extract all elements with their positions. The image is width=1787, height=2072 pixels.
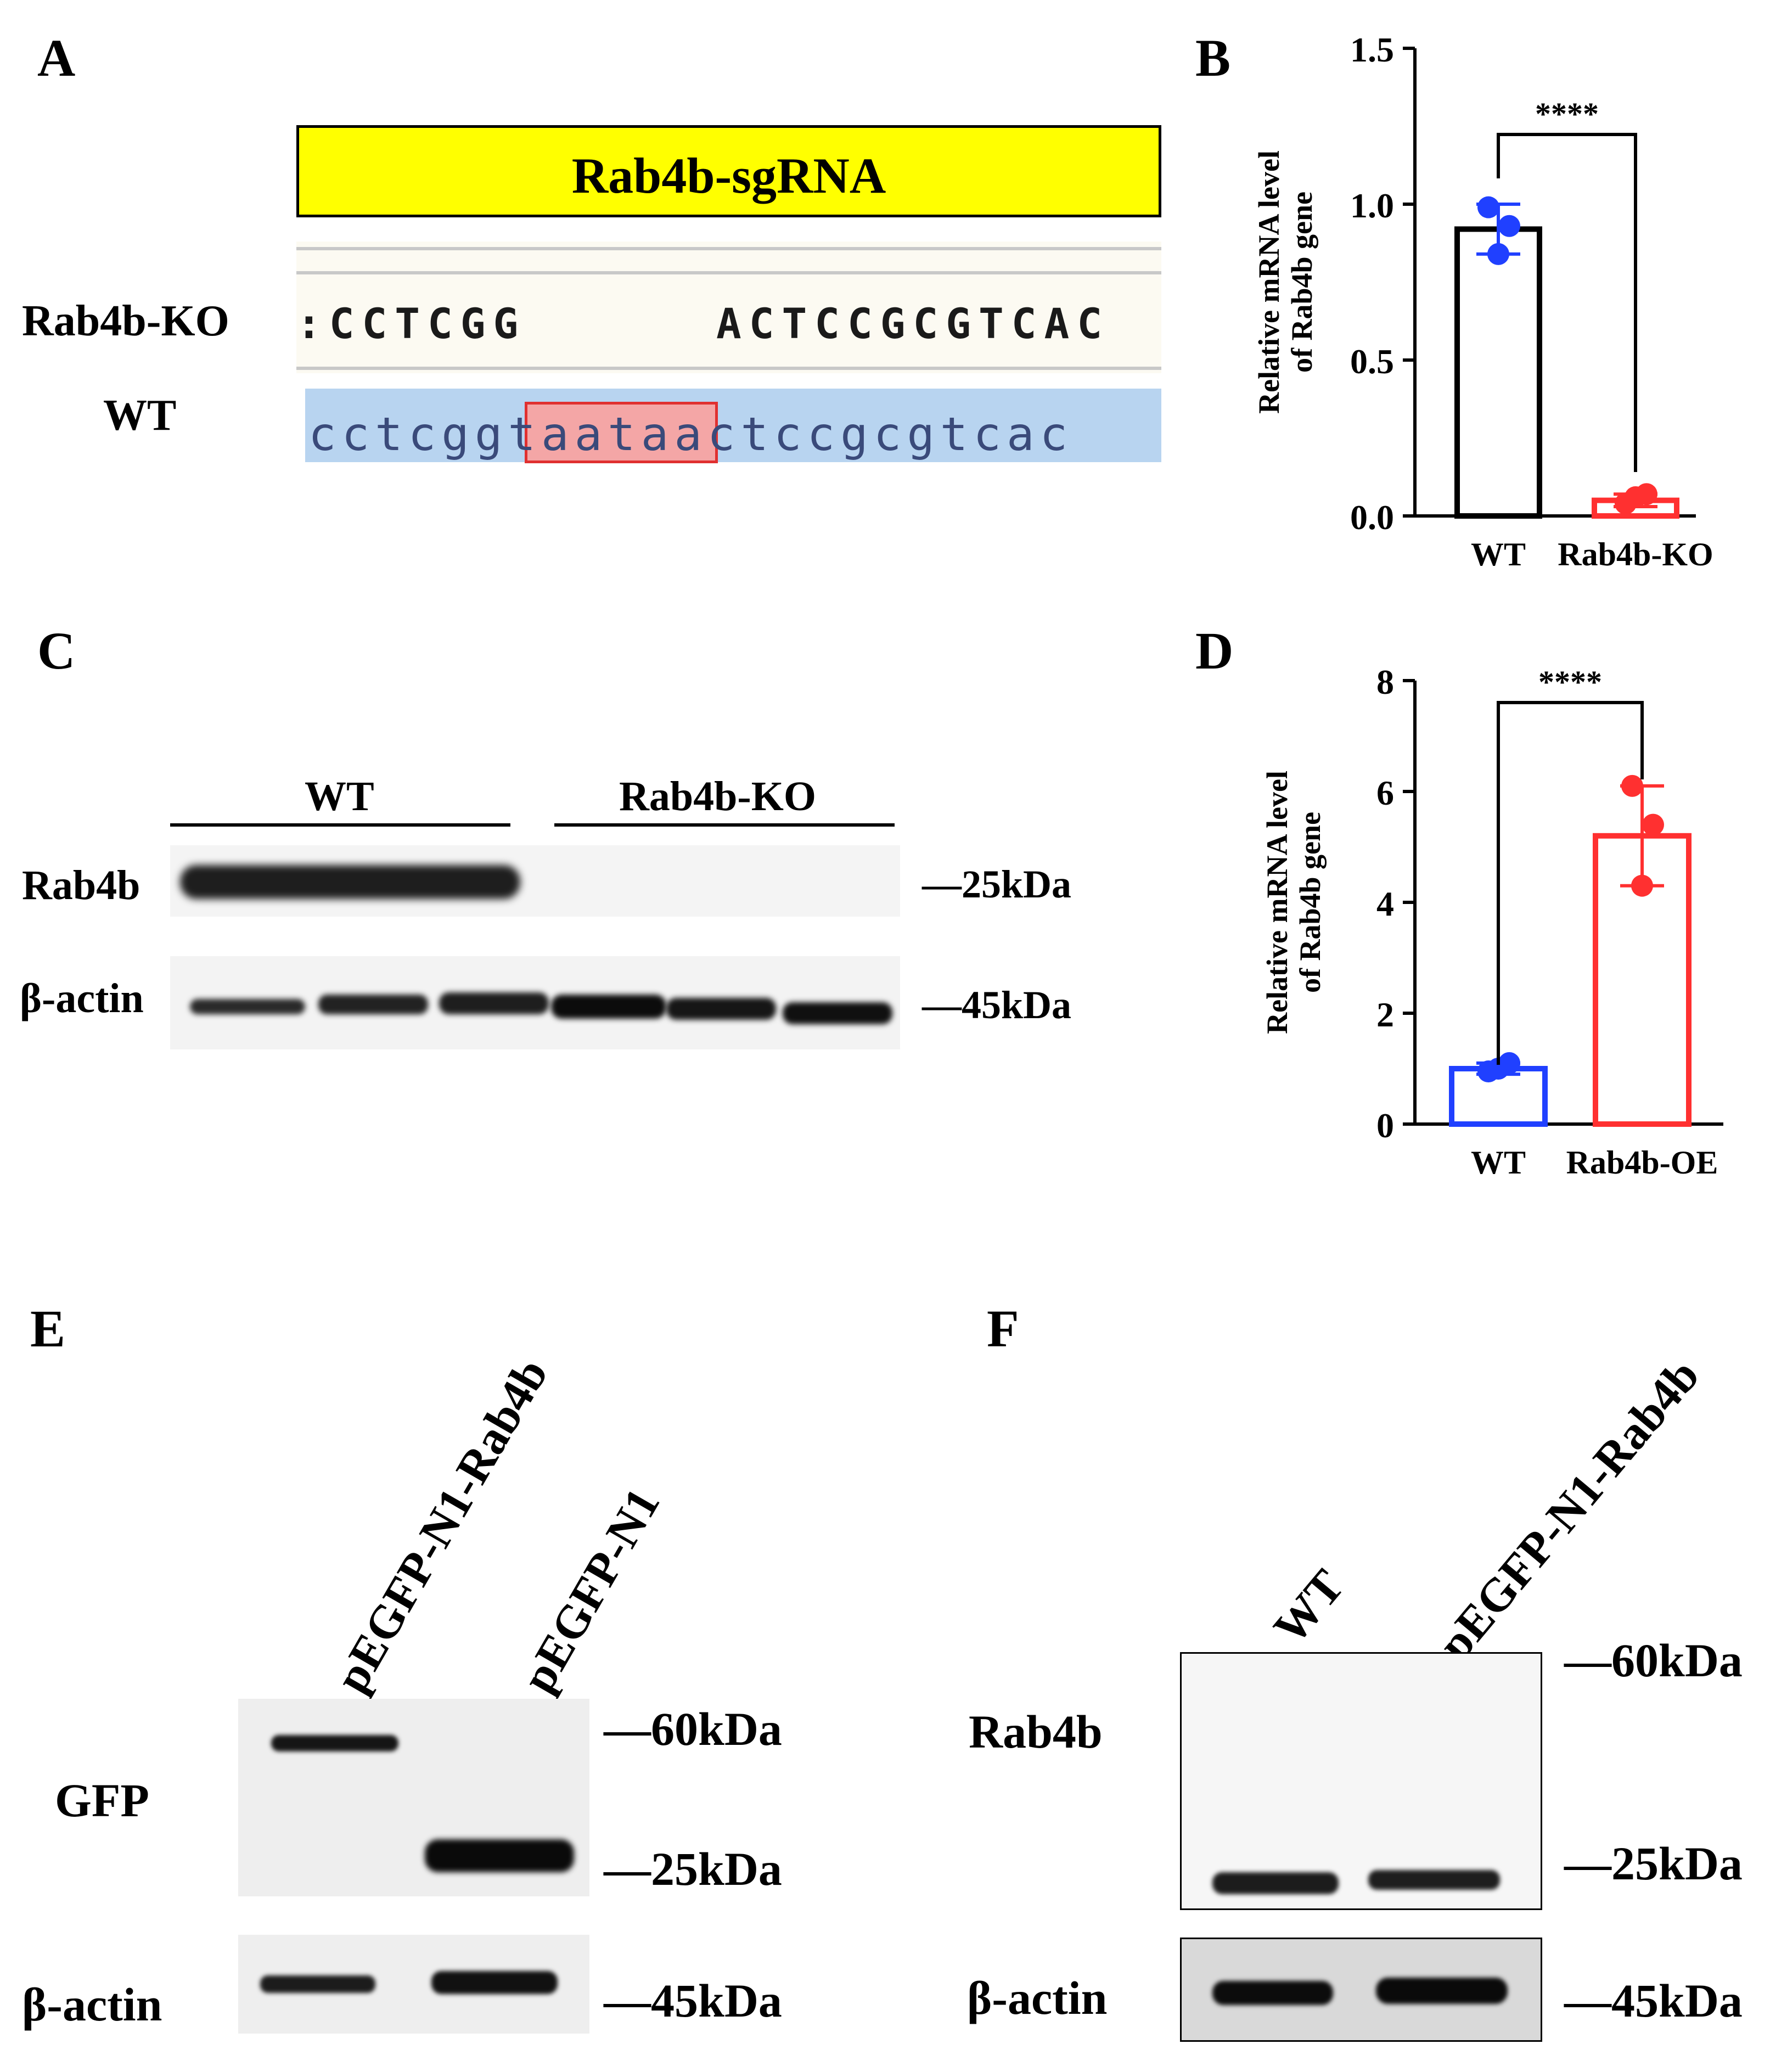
blot-c-row1-label: Rab4b — [22, 862, 141, 908]
blot-c-actin-band-4 — [551, 995, 666, 1019]
alignment-line-bottom — [296, 367, 1161, 370]
chart-d-y-label-line: Relative mRNA level — [1261, 771, 1294, 1034]
chart-d-tick-label: 6 — [1376, 773, 1394, 812]
chart-d-y-label-line: of Rab4b gene — [1294, 812, 1327, 993]
blot-c-actin-band-2 — [318, 995, 428, 1014]
wt-seq-deleted: taata — [508, 407, 675, 461]
chart-d-y-label: Relative mRNA levelof Rab4b gene — [1261, 771, 1327, 1034]
panel-label-f: F — [987, 1299, 1019, 1358]
panel-label-c: C — [37, 621, 76, 680]
chart-b-tick-label: 1.0 — [1350, 186, 1394, 225]
ko-seq-left-text: CCTCGG — [329, 299, 526, 348]
sgrna-label: Rab4b-sgRNA — [571, 148, 886, 204]
blot-c-group-wt: WT — [305, 773, 374, 819]
blot-f-rab4b-band-2 — [1368, 1870, 1500, 1890]
blot-e-gfp-band-60 — [271, 1735, 398, 1751]
chart-d-data-point — [1631, 874, 1653, 897]
chart-b-tick-label: 0.0 — [1350, 498, 1394, 537]
chart-b-data-point — [1487, 243, 1509, 265]
chart-d-tick-label: 8 — [1376, 662, 1394, 701]
blot-f-marker-60: —60kDa — [1564, 1634, 1743, 1687]
blot-c-rab4b-band — [180, 865, 520, 899]
blot-e-marker-25: —25kDa — [604, 1843, 782, 1895]
blot-c-actin-strip — [170, 956, 900, 1049]
blot-f-actin-band-2 — [1376, 1978, 1508, 2004]
blot-e-marker-45: —45kDa — [604, 1974, 782, 2027]
chart-b-y-label-line: of Rab4b gene — [1285, 192, 1318, 373]
chart-d-significance-label: **** — [1538, 664, 1602, 700]
alignment-area — [296, 242, 1161, 373]
chart-b-data-point — [1477, 196, 1499, 218]
chart-d-data-point — [1621, 774, 1643, 797]
blot-e-actin-band-1 — [260, 1975, 375, 1993]
blot-e-gfp-band-25 — [425, 1839, 574, 1872]
wt-seq-left: cctcgg — [308, 407, 508, 461]
alignment-line-mid — [296, 271, 1161, 274]
blot-f-rab4b-band-1 — [1212, 1872, 1339, 1894]
sgrna-box: Rab4b-sgRNA — [296, 125, 1161, 217]
chart-d-category-label: Rab4b-OE — [1566, 1144, 1718, 1181]
blot-c-row2-label: β-actin — [20, 975, 144, 1021]
chart-b-category-label: Rab4b-KO — [1558, 536, 1713, 572]
chart-d-data-point — [1487, 1058, 1509, 1080]
panel-label-d: D — [1195, 621, 1234, 680]
chart-b-tick-label: 1.5 — [1350, 30, 1394, 69]
blot-c-actin-band-1 — [190, 999, 305, 1014]
chart-b-significance-bracket — [1497, 133, 1637, 472]
deletion-box — [525, 402, 718, 463]
blot-e-actin-strip — [238, 1935, 589, 2034]
chart-b-data-point — [1498, 215, 1520, 237]
blot-f-rab4b-strip — [1180, 1652, 1542, 1910]
blot-f-marker-45: —45kDa — [1564, 1974, 1743, 2027]
blot-e-row2-label: β-actin — [22, 1978, 162, 2031]
blot-c-group-wt-line — [170, 823, 510, 827]
blot-f-row2-label: β-actin — [967, 1972, 1108, 2024]
chart-b-y-label-line: Relative mRNA level — [1252, 150, 1285, 414]
chart-b-category-label: WT — [1471, 536, 1526, 572]
blot-f-marker-25: —25kDa — [1564, 1837, 1743, 1890]
wt-sequence: cctcggtaataactccgcgtcac — [308, 407, 1073, 461]
chart-d-significance-bracket — [1497, 701, 1644, 1065]
chart-b-y-label: Relative mRNA levelof Rab4b gene — [1252, 150, 1318, 414]
ko-seq-left: :CCTCGG — [296, 299, 526, 348]
blot-e-actin-band-2 — [431, 1971, 558, 1994]
blot-c-actin-band-6 — [783, 1002, 892, 1024]
wt-seq-right: actccgcgtcac — [674, 407, 1074, 461]
blot-c-group-ko: Rab4b-KO — [619, 773, 816, 819]
wt-sequence-band — [305, 389, 1161, 462]
blot-c-rab4b-strip — [170, 845, 900, 917]
blot-f-row1-label: Rab4b — [969, 1705, 1103, 1758]
blot-c-actin-band-3 — [439, 992, 549, 1014]
chart-d-data-point — [1642, 813, 1664, 836]
blot-c-marker-25: —25kDa — [922, 862, 1072, 906]
chart-d-tick-label: 4 — [1376, 884, 1394, 923]
chart-b-data-point — [1625, 486, 1646, 508]
chart-d-tick-label: 0 — [1376, 1106, 1394, 1145]
panel-label-e: E — [30, 1299, 66, 1358]
wt-row-label: WT — [103, 391, 177, 440]
panel-label-a: A — [37, 29, 76, 87]
blot-f-actin-band-1 — [1212, 1981, 1333, 2005]
blot-e-row1-label: GFP — [55, 1774, 149, 1827]
panel-label-b: B — [1195, 29, 1231, 87]
ko-row-label: Rab4b-KO — [22, 297, 229, 345]
chart-b-significance-label: **** — [1535, 96, 1599, 132]
blot-e-marker-60: —60kDa — [604, 1703, 782, 1755]
blot-f-actin-strip — [1180, 1938, 1542, 2042]
ko-seq-right: ACTCCGCGTCAC — [716, 299, 1110, 348]
chart-d-category-label: WT — [1471, 1144, 1526, 1181]
chart-b-tick-label: 0.5 — [1350, 342, 1394, 381]
blot-c-group-ko-line — [554, 823, 895, 827]
blot-e-gfp-strip — [238, 1699, 589, 1896]
chart-d-tick-label: 2 — [1376, 995, 1394, 1034]
blot-c-marker-45: —45kDa — [922, 983, 1072, 1027]
blot-c-actin-band-5 — [666, 998, 776, 1020]
alignment-line-top — [296, 247, 1161, 250]
